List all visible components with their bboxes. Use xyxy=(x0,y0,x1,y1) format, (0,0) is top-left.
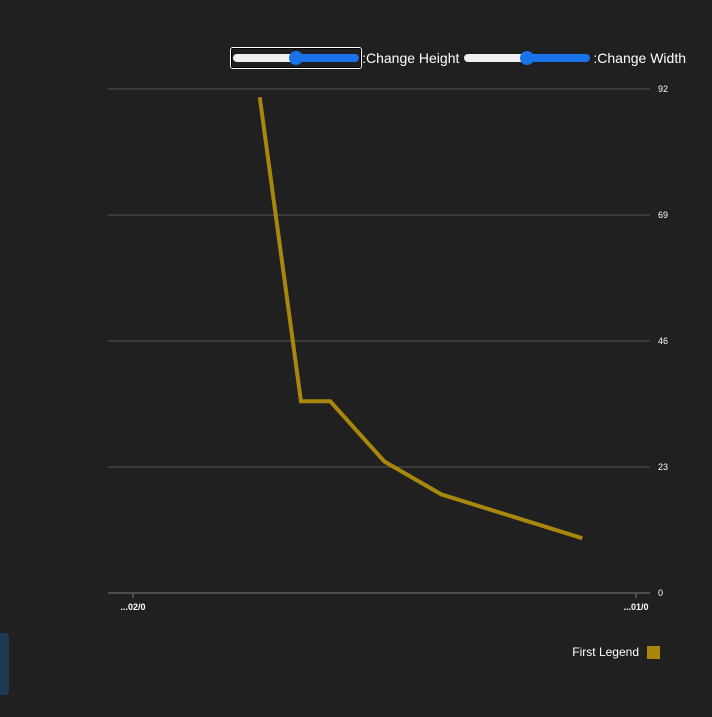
height-slider-wrap xyxy=(230,47,363,69)
x-tick-label: ...01/0 xyxy=(623,602,648,612)
chart-controls: :Change Height :Change Width xyxy=(230,47,688,69)
y-tick-label: 46 xyxy=(658,336,668,346)
y-tick-label: 69 xyxy=(658,210,668,220)
width-slider-wrap xyxy=(461,47,593,69)
y-tick-label: 0 xyxy=(658,588,663,598)
series-line xyxy=(257,96,583,541)
height-slider-label: :Change Height xyxy=(362,50,460,66)
x-tick-label: ...02/0 xyxy=(120,602,145,612)
width-slider-label: :Change Width xyxy=(593,50,686,66)
y-tick-label: 92 xyxy=(658,84,668,94)
height-slider[interactable] xyxy=(233,54,360,62)
side-panel-tab[interactable] xyxy=(0,633,9,695)
width-slider[interactable] xyxy=(464,54,591,62)
chart-legend: First Legend xyxy=(572,645,660,659)
legend-label: First Legend xyxy=(572,645,639,659)
legend-swatch xyxy=(647,645,660,659)
y-tick-label: 23 xyxy=(658,462,668,472)
